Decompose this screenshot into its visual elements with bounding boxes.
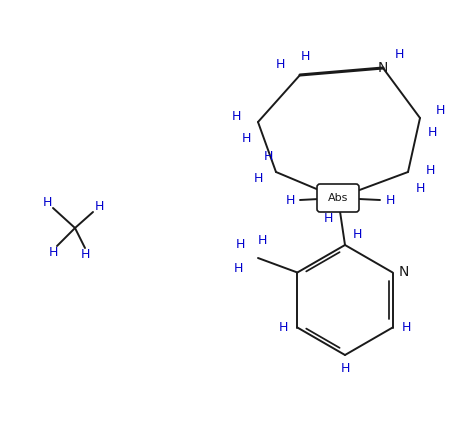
Text: H: H — [385, 194, 395, 206]
Text: H: H — [340, 362, 350, 375]
Text: H: H — [415, 181, 425, 194]
Text: H: H — [300, 50, 310, 64]
Text: H: H — [427, 126, 437, 138]
Text: H: H — [231, 110, 241, 123]
Text: H: H — [323, 212, 333, 224]
Text: H: H — [94, 200, 104, 212]
Text: H: H — [279, 321, 288, 334]
Text: Abs: Abs — [328, 193, 348, 203]
Text: H: H — [48, 246, 58, 259]
Text: H: H — [352, 228, 361, 242]
Text: H: H — [234, 261, 243, 274]
Text: H: H — [42, 196, 52, 209]
Text: H: H — [80, 249, 90, 261]
Text: H: H — [241, 132, 251, 144]
Text: H: H — [235, 237, 245, 251]
Text: H: H — [276, 58, 285, 71]
Text: H: H — [402, 321, 411, 334]
Text: N: N — [378, 61, 388, 75]
Text: H: H — [285, 194, 295, 206]
Text: H: H — [425, 163, 435, 176]
Text: H: H — [394, 47, 403, 61]
Text: H: H — [263, 150, 273, 163]
FancyBboxPatch shape — [317, 184, 359, 212]
Text: H: H — [435, 104, 445, 117]
Text: H: H — [257, 233, 267, 246]
Text: H: H — [253, 172, 262, 184]
Text: N: N — [399, 265, 409, 280]
